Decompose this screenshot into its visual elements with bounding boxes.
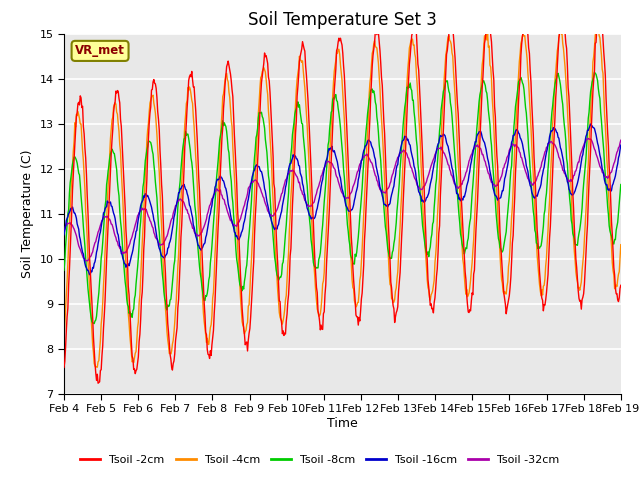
Legend: Tsoil -2cm, Tsoil -4cm, Tsoil -8cm, Tsoil -16cm, Tsoil -32cm: Tsoil -2cm, Tsoil -4cm, Tsoil -8cm, Tsoi…: [76, 451, 564, 469]
X-axis label: Time: Time: [327, 417, 358, 430]
Y-axis label: Soil Temperature (C): Soil Temperature (C): [21, 149, 34, 278]
Text: VR_met: VR_met: [75, 44, 125, 58]
Title: Soil Temperature Set 3: Soil Temperature Set 3: [248, 11, 437, 29]
